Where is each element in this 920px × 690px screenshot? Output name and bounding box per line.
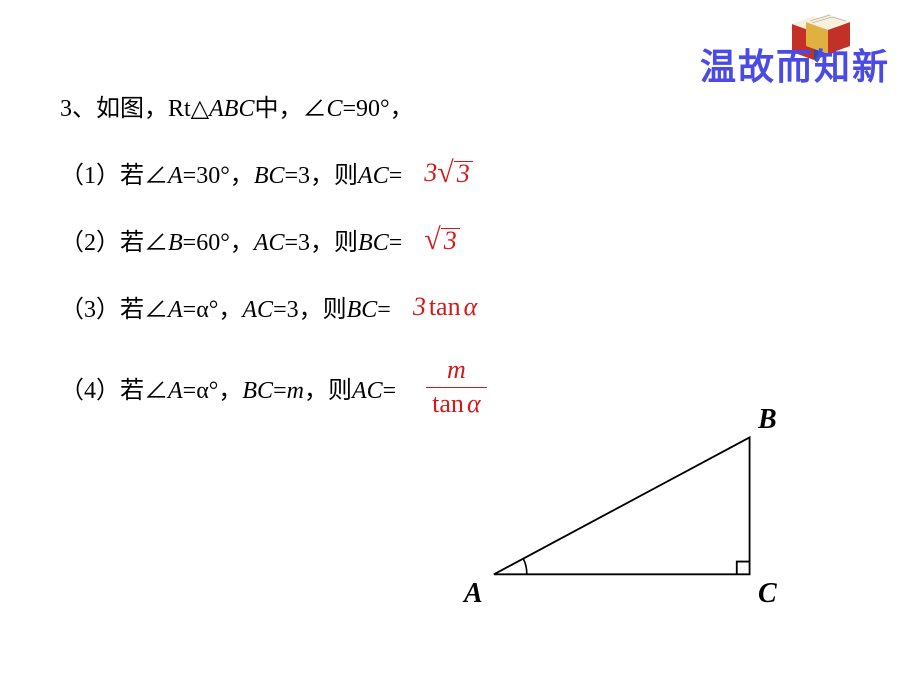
q4-text: （4）若∠A=α°，BC=m，则AC=	[60, 370, 396, 405]
q4-bc: BC	[242, 378, 273, 404]
intro-prefix: 3、如图，Rt△	[60, 96, 209, 122]
q4-mid2: =	[273, 378, 287, 404]
q1-mid1: =30°，	[183, 163, 254, 189]
q1-ac: AC	[358, 163, 389, 189]
intro-mid: 中，∠	[254, 96, 326, 122]
q1-coef: 3	[424, 158, 437, 188]
q4-den-fn: tan	[432, 389, 464, 418]
q4-a: A	[168, 378, 183, 404]
intro-c: C	[326, 96, 342, 122]
q2-mid1: =60°，	[183, 230, 254, 256]
triangle-diagram: A B C	[470, 410, 810, 625]
q2-b: B	[168, 230, 183, 256]
q4-answer: m tanα	[426, 356, 486, 418]
problem-intro: 3、如图，Rt△ABC中，∠C=90°，	[60, 88, 860, 123]
q3-ac: AC	[242, 297, 273, 323]
q2-text: （2）若∠B=60°，AC=3，则BC=	[60, 222, 402, 257]
q3-var: α	[464, 292, 478, 322]
q4-mid1: =α°，	[183, 378, 243, 404]
q4-numerator: m	[441, 356, 472, 387]
q3-fn: tan	[429, 292, 461, 322]
q1-open: （1）若∠	[60, 163, 168, 189]
q2-eq: =	[389, 230, 403, 256]
q4-mid3: ，则	[304, 378, 352, 404]
q3-answer: 3tanα	[413, 292, 477, 322]
sqrt-symbol: √	[424, 229, 440, 251]
q1-a: A	[168, 163, 183, 189]
q1-sqrt: √ 3	[437, 160, 472, 185]
q1-mid2: =3，则	[284, 163, 358, 189]
q3-mid1: =α°，	[183, 297, 243, 323]
intro-suffix: =90°，	[342, 96, 413, 122]
question-4: （4）若∠A=α°，BC=m，则AC= m tanα	[60, 356, 860, 418]
q3-bc: BC	[347, 297, 378, 323]
q2-ac: AC	[254, 230, 285, 256]
intro-tri: ABC	[209, 96, 254, 122]
q4-open: （4）若∠	[60, 378, 168, 404]
q1-text: （1）若∠A=30°，BC=3，则AC=	[60, 155, 402, 190]
q4-m: m	[287, 378, 304, 404]
intro-text: 3、如图，Rt△ABC中，∠C=90°，	[60, 88, 414, 123]
label-C: C	[758, 578, 777, 610]
q3-mid2: =3，则	[273, 297, 347, 323]
label-B: B	[758, 404, 777, 436]
sqrt-symbol: √	[437, 162, 453, 184]
q4-fraction: m tanα	[426, 356, 486, 418]
q1-answer: 3 √ 3	[424, 158, 472, 188]
q4-ac: AC	[352, 378, 383, 404]
q2-radicand: 3	[441, 228, 460, 253]
q3-eq: =	[377, 297, 391, 323]
q1-radicand: 3	[454, 161, 473, 186]
label-A: A	[464, 578, 483, 610]
q2-mid2: =3，则	[284, 230, 358, 256]
question-2: （2）若∠B=60°，AC=3，则BC= √ 3	[60, 222, 860, 257]
q3-text: （3）若∠A=α°，AC=3，则BC=	[60, 289, 391, 324]
content-area: 3、如图，Rt△ABC中，∠C=90°， （1）若∠A=30°，BC=3，则AC…	[60, 88, 860, 450]
q4-eq: =	[383, 378, 397, 404]
q2-open: （2）若∠	[60, 230, 168, 256]
q2-answer: √ 3	[424, 227, 459, 252]
question-3: （3）若∠A=α°，AC=3，则BC= 3tanα	[60, 289, 860, 324]
q2-sqrt: √ 3	[424, 227, 459, 252]
q3-open: （3）若∠	[60, 297, 168, 323]
question-1: （1）若∠A=30°，BC=3，则AC= 3 √ 3	[60, 155, 860, 190]
q3-coef: 3	[413, 292, 426, 322]
q1-eq: =	[389, 163, 403, 189]
header-title: 温故而知新	[700, 38, 890, 90]
q1-bc: BC	[254, 163, 285, 189]
q3-a: A	[168, 297, 183, 323]
q2-bc: BC	[358, 230, 389, 256]
